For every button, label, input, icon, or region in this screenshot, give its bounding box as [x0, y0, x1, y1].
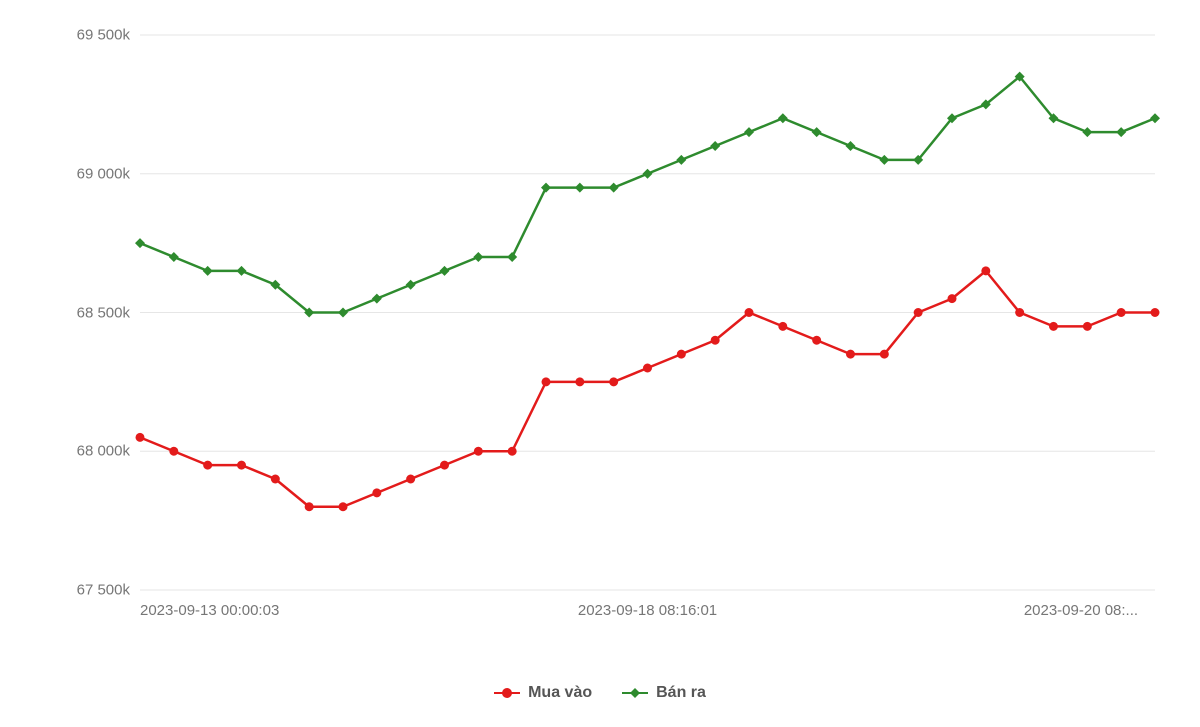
y-tick-label: 69 000k [45, 165, 130, 182]
x-tick-label: 2023-09-20 08:... [1024, 602, 1138, 619]
plot-area [140, 35, 1155, 590]
circle-marker-icon [494, 692, 520, 695]
legend: Mua vào Bán ra [0, 684, 1200, 702]
diamond-marker-icon [622, 692, 648, 695]
price-chart: 67 500k 68 000k 68 500k 69 000k 69 500k 2023… [0, 0, 1200, 727]
y-tick-label: 68 000k [45, 443, 130, 460]
y-tick-label: 69 500k [45, 27, 130, 44]
chart-svg [140, 35, 1155, 590]
legend-label: Bán ra [656, 684, 706, 702]
legend-item[interactable]: Bán ra [622, 684, 706, 702]
legend-label: Mua vào [528, 684, 592, 702]
x-tick-label: 2023-09-18 08:16:01 [578, 602, 717, 619]
y-tick-label: 68 500k [45, 304, 130, 321]
y-tick-label: 67 500k [45, 582, 130, 599]
x-tick-label: 2023-09-13 00:00:03 [140, 602, 279, 619]
legend-item[interactable]: Mua vào [494, 684, 592, 702]
